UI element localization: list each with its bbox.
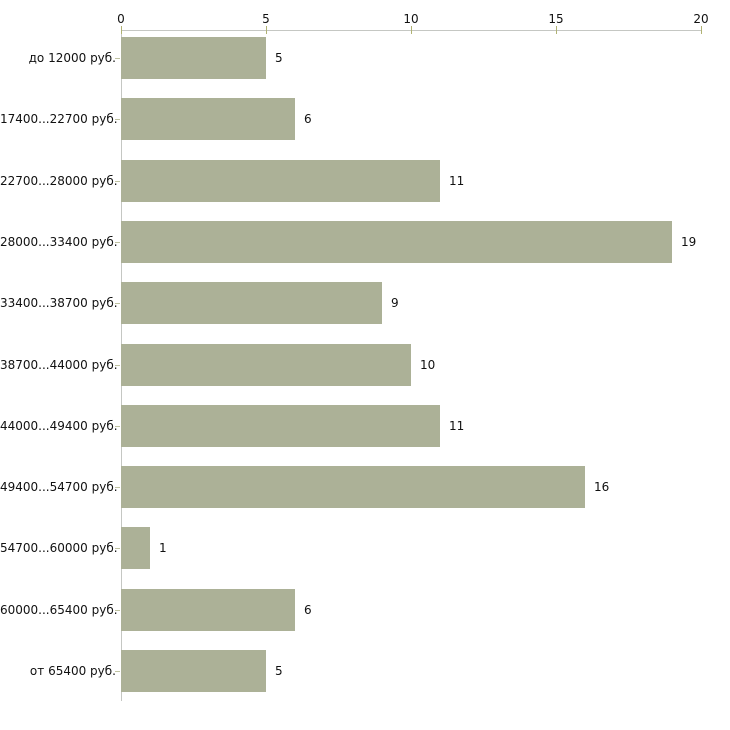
x-tick-label: 5 [262,12,270,26]
value-label: 5 [275,664,283,678]
value-label: 11 [449,418,465,433]
category-tick-mark [115,303,120,305]
x-tick-mark [701,26,702,34]
category-label: 54700...60000 руб. [0,541,118,556]
bar [121,527,150,570]
category-tick-mark [115,119,120,121]
x-tick-label: 15 [548,12,564,26]
x-tick-mark [266,26,267,34]
x-tick-label: 0 [117,12,125,26]
category-label: 60000...65400 руб. [0,602,118,617]
x-tick-mark [411,26,412,34]
category-label: 22700...28000 руб. [0,173,118,188]
value-label: 5 [275,51,283,65]
x-tick-label: 20 [693,12,709,26]
value-label: 16 [594,480,610,495]
value-label: 19 [681,234,697,249]
category-tick-mark [115,487,120,489]
x-tick-mark [556,26,557,34]
category-label: 17400...22700 руб. [0,112,118,127]
value-label: 11 [449,173,465,188]
bar [121,37,266,79]
bar [121,282,382,325]
value-label: 6 [304,112,312,127]
category-tick-mark [115,364,120,366]
category-label: 49400...54700 руб. [0,480,118,495]
x-tick-mark [121,26,122,34]
bar [121,650,266,692]
bar [121,343,411,386]
category-label: 28000...33400 руб. [0,234,118,249]
bar [121,98,295,141]
category-label: 33400...38700 руб. [0,296,118,311]
bar [121,159,440,202]
value-label: 9 [391,296,399,311]
category-tick-mark [115,609,120,611]
category-tick-mark [115,58,120,59]
category-tick-mark [115,180,120,182]
category-label: от 65400 руб. [29,664,116,678]
category-tick-mark [115,425,120,427]
x-tick-label: 10 [403,12,419,26]
category-label: до 12000 руб. [28,51,116,65]
category-tick-mark [115,241,120,243]
value-label: 1 [159,541,167,556]
value-label: 10 [420,357,436,372]
bar [121,466,585,509]
bar [121,404,440,447]
category-label: 38700...44000 руб. [0,357,118,372]
value-label: 6 [304,602,312,617]
bar [121,220,672,263]
category-label: 44000...49400 руб. [0,418,118,433]
category-tick-mark [115,548,120,550]
bar [121,588,295,631]
category-tick-mark [115,671,120,672]
